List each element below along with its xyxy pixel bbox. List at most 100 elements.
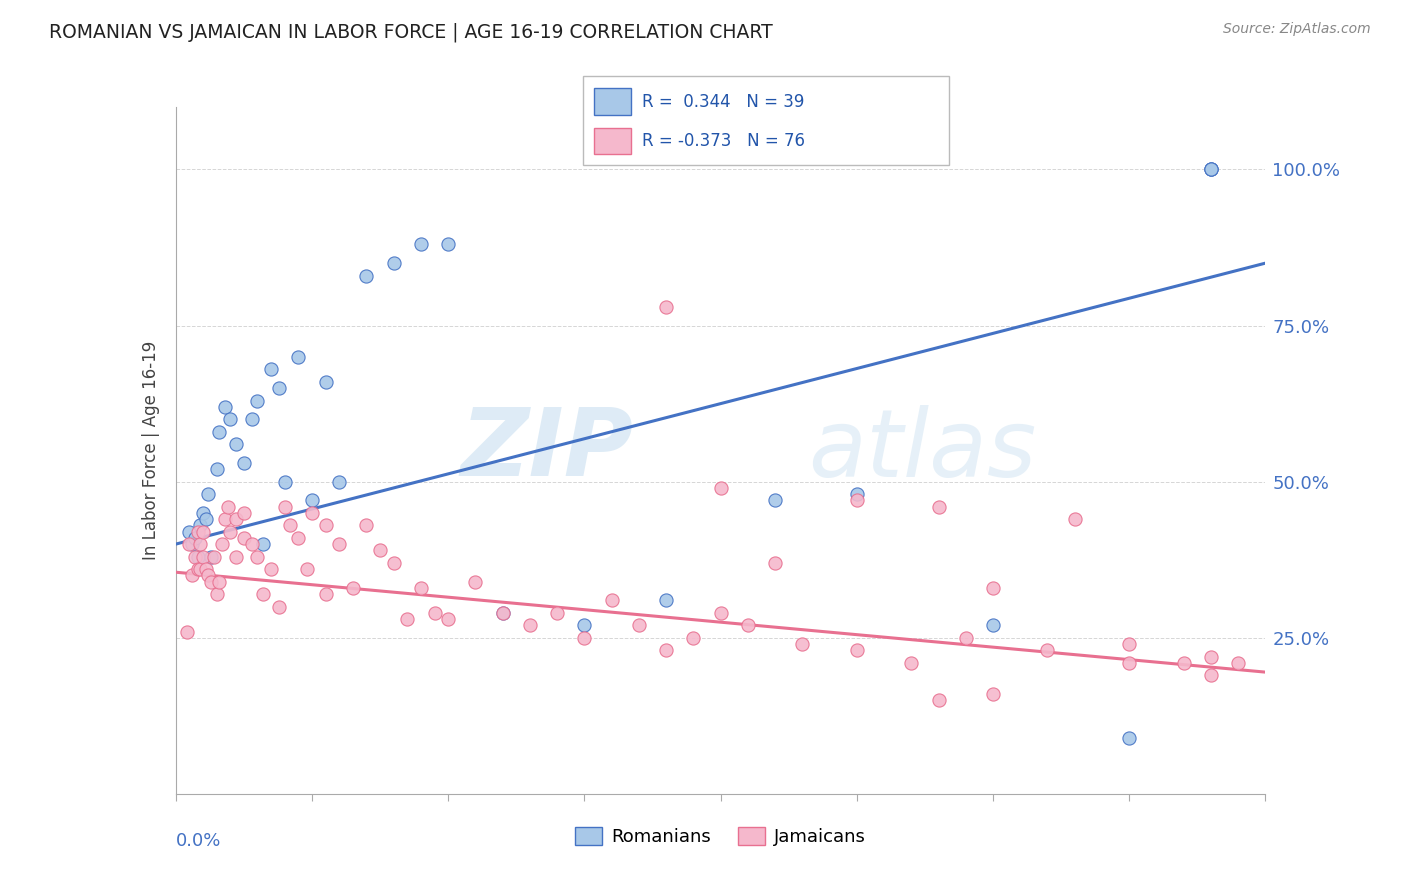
Point — [1227, 656, 1250, 670]
Point — [1118, 637, 1140, 651]
Point — [1118, 656, 1140, 670]
Point — [655, 300, 678, 314]
Point — [260, 562, 283, 576]
Point — [202, 549, 225, 564]
Point — [184, 549, 207, 564]
Point — [232, 506, 254, 520]
Point — [1063, 512, 1085, 526]
Point — [710, 606, 733, 620]
Text: atlas: atlas — [807, 405, 1036, 496]
Point — [1036, 643, 1059, 657]
Point — [1199, 668, 1222, 682]
Point — [1118, 731, 1140, 745]
Point — [763, 493, 786, 508]
Point — [246, 393, 269, 408]
Point — [981, 687, 1004, 701]
Point — [200, 549, 222, 564]
Legend: Romanians, Jamaicans: Romanians, Jamaicans — [568, 820, 873, 854]
Point — [225, 437, 247, 451]
Point — [188, 562, 211, 576]
Point — [1173, 656, 1195, 670]
Point — [295, 562, 318, 576]
Point — [194, 512, 217, 526]
Point — [274, 475, 297, 489]
Point — [396, 612, 419, 626]
Point — [181, 568, 204, 582]
Point — [287, 531, 309, 545]
Point — [191, 506, 214, 520]
Point — [240, 537, 263, 551]
Point — [315, 587, 337, 601]
Point — [191, 524, 214, 539]
Text: ZIP: ZIP — [461, 404, 633, 497]
Point — [1199, 649, 1222, 664]
Point — [792, 637, 814, 651]
Point — [409, 237, 432, 252]
Point — [269, 381, 291, 395]
Point — [211, 537, 233, 551]
Point — [278, 518, 301, 533]
Point — [200, 574, 222, 589]
Point — [368, 543, 391, 558]
Point — [423, 606, 446, 620]
Point — [1199, 162, 1222, 177]
Point — [382, 556, 405, 570]
Point — [342, 581, 364, 595]
Point — [205, 587, 228, 601]
Point — [356, 518, 378, 533]
Point — [519, 618, 541, 632]
Point — [176, 624, 198, 639]
Point — [205, 462, 228, 476]
Point — [845, 493, 868, 508]
Point — [574, 631, 596, 645]
Point — [900, 656, 922, 670]
Point — [194, 562, 217, 576]
Point — [627, 618, 650, 632]
Point — [214, 512, 236, 526]
Point — [437, 612, 460, 626]
Point — [655, 643, 678, 657]
Point — [382, 256, 405, 270]
Point — [252, 587, 274, 601]
Bar — [595, 88, 631, 115]
Point — [240, 412, 263, 426]
Point — [252, 537, 274, 551]
Point — [232, 456, 254, 470]
Point — [269, 599, 291, 614]
Text: Source: ZipAtlas.com: Source: ZipAtlas.com — [1223, 22, 1371, 37]
Point — [356, 268, 378, 283]
Point — [574, 618, 596, 632]
Point — [315, 518, 337, 533]
FancyBboxPatch shape — [583, 76, 949, 165]
Point — [191, 549, 214, 564]
Point — [186, 549, 209, 564]
Point — [188, 537, 211, 551]
Point — [217, 500, 239, 514]
Point — [208, 574, 231, 589]
Point — [981, 618, 1004, 632]
Text: R = -0.373   N = 76: R = -0.373 N = 76 — [643, 132, 806, 150]
Point — [179, 537, 201, 551]
Text: 0.0%: 0.0% — [176, 831, 221, 850]
Point — [188, 518, 211, 533]
Point — [186, 562, 209, 576]
Point — [219, 524, 242, 539]
Point — [260, 362, 283, 376]
Point — [301, 506, 323, 520]
Point — [179, 524, 201, 539]
Point — [655, 593, 678, 607]
Point — [287, 350, 309, 364]
Point — [181, 537, 204, 551]
Point — [763, 556, 786, 570]
Point — [328, 475, 350, 489]
Point — [928, 693, 950, 707]
Text: ROMANIAN VS JAMAICAN IN LABOR FORCE | AGE 16-19 CORRELATION CHART: ROMANIAN VS JAMAICAN IN LABOR FORCE | AG… — [49, 22, 773, 42]
Point — [274, 500, 297, 514]
Point — [492, 606, 515, 620]
Point — [208, 425, 231, 439]
Point — [301, 493, 323, 508]
Point — [1199, 162, 1222, 177]
Point — [232, 531, 254, 545]
Point — [710, 481, 733, 495]
Point — [546, 606, 568, 620]
